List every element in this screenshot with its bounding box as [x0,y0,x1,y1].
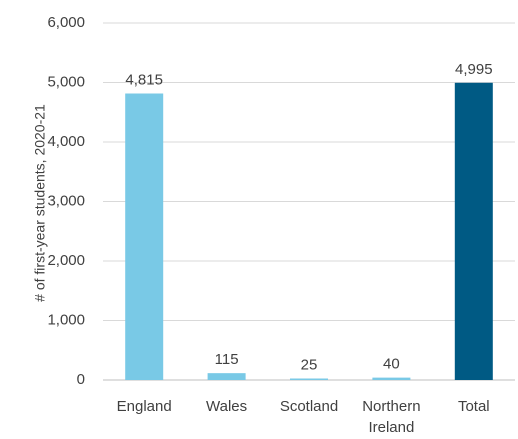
x-category-label: Northern Ireland [362,398,420,436]
data-label: 115 [215,351,239,368]
y-tick-label: 3,000 [47,192,85,209]
bar [207,373,246,380]
x-axis-labels: England Wales Scotland Northern Ireland Total [117,398,490,436]
y-tick-label: 5,000 [47,73,85,90]
y-axis-title: # of first-year students, 2020-21 [32,104,48,302]
y-tick-label: 0 [77,371,85,388]
x-category-label: Scotland [280,398,338,415]
y-tick-label: 1,000 [47,311,85,328]
x-category-label: England [117,398,172,415]
gridlines [103,22,515,381]
x-category-label: Total [458,398,490,415]
data-labels: 4,815 115 25 40 4,995 [125,61,492,374]
y-tick-label: 4,000 [47,133,85,150]
data-label: 40 [383,356,400,373]
bar [125,93,164,380]
bar [454,82,493,381]
y-axis-ticks: 0 1,000 2,000 3,000 4,000 5,000 6,000 [47,14,85,388]
data-label: 25 [301,357,318,374]
x-category-label: Wales [206,398,247,415]
bar [372,377,411,380]
bar [290,378,328,380]
bars [125,82,493,381]
y-tick-label: 6,000 [47,14,85,31]
y-tick-label: 2,000 [47,252,85,269]
data-label: 4,815 [125,72,163,89]
data-label: 4,995 [455,61,493,78]
